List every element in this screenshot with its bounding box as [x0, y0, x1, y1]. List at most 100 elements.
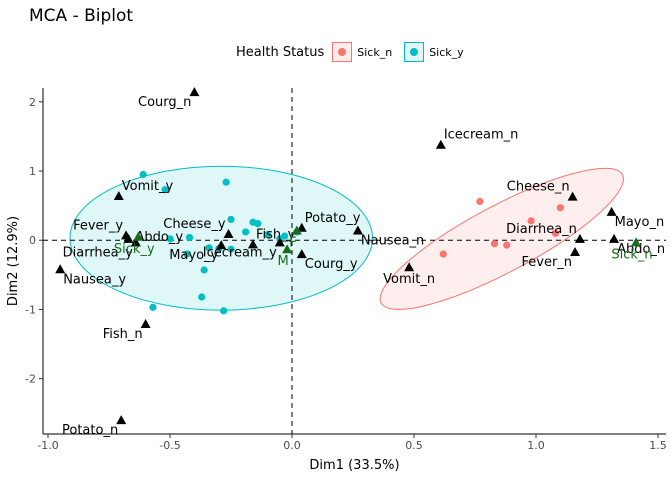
- supplementary-label: Sick_y: [114, 242, 155, 257]
- point-sick-y: [205, 244, 213, 252]
- category-marker: [435, 139, 446, 149]
- category-marker: [296, 222, 307, 232]
- point-sick-y: [149, 303, 157, 311]
- y-axis-label: Dim2 (12.9%): [6, 216, 21, 306]
- point-sick-n: [527, 217, 535, 225]
- supplementary-label: Sick_n: [611, 247, 652, 262]
- category-marker: [223, 229, 234, 239]
- category-label: Vomit_y: [122, 179, 174, 194]
- category-label: Icecream_y: [203, 245, 277, 260]
- category-label: Mayo_y: [169, 248, 218, 263]
- y-tick-label: 0: [29, 234, 36, 247]
- category-label: Nausea_y: [63, 272, 126, 287]
- category-marker: [55, 264, 66, 274]
- point-sick-y: [139, 170, 147, 179]
- point-sick-y: [183, 250, 191, 258]
- y-tick-label: 1: [29, 165, 36, 178]
- category-label: Fever_n: [521, 255, 572, 270]
- point-sick-n: [503, 241, 511, 249]
- category-label: Diarrhea_y: [63, 245, 134, 260]
- point-sick-y: [281, 232, 289, 240]
- legend-title: Health Status: [236, 44, 325, 60]
- point-sick-y: [227, 215, 235, 224]
- category-marker: [570, 247, 581, 257]
- category-marker: [247, 239, 258, 249]
- point-sick-n: [556, 204, 565, 212]
- legend-key-sick-y: [404, 42, 425, 62]
- category-label: Courg_n: [138, 95, 191, 110]
- point-sick-y: [198, 293, 206, 301]
- confidence-ellipse-sick-n: [379, 167, 624, 310]
- category-label: Abdo_y: [136, 230, 184, 245]
- category-label: Fish_n: [103, 327, 143, 342]
- category-label: Diarrhea_n: [506, 222, 577, 237]
- category-marker: [189, 87, 200, 97]
- category-label: Cheese_n: [507, 180, 570, 195]
- category-marker: [113, 190, 124, 200]
- x-tick-label: 0.0: [283, 439, 301, 452]
- point-sick-y: [166, 235, 174, 243]
- point-sick-y: [185, 233, 194, 242]
- x-axis-label: Dim1 (33.5%): [309, 458, 399, 473]
- category-marker: [274, 237, 285, 247]
- supplementary-marker: [631, 237, 642, 247]
- category-label: Vomit_n: [383, 272, 435, 287]
- point-sick-y: [254, 220, 262, 228]
- point-sick-n: [551, 229, 560, 237]
- point-sick-y: [227, 245, 235, 253]
- category-marker: [404, 262, 415, 272]
- y-tick-label: -2: [25, 373, 36, 386]
- x-tick-label: 0.5: [405, 439, 423, 452]
- category-marker: [609, 233, 620, 243]
- category-marker: [567, 191, 578, 201]
- point-sick-y: [220, 307, 228, 315]
- point-sick-n: [476, 197, 484, 206]
- category-label: Icecream_n: [444, 128, 519, 143]
- y-tick-label: 2: [29, 96, 36, 109]
- legend-dot-sick-n: [338, 48, 347, 56]
- category-label: Potato_y: [305, 211, 361, 226]
- point-sick-y: [222, 178, 230, 186]
- y-tick-label: -1: [25, 303, 36, 316]
- category-marker: [216, 240, 227, 250]
- category-marker: [116, 415, 127, 425]
- category-label: Mayo_n: [615, 215, 665, 230]
- x-tick-label: 1.0: [527, 439, 545, 452]
- point-sick-n: [439, 250, 447, 258]
- supplementary-label: F: [289, 236, 296, 251]
- category-label: Fever_y: [73, 218, 123, 233]
- category-label: Abdo_n: [617, 242, 665, 257]
- category-marker: [574, 233, 585, 243]
- supplementary-label: M: [278, 254, 289, 269]
- category-marker: [123, 233, 134, 243]
- chart-title: MCA - Biplot: [29, 6, 134, 26]
- category-marker: [352, 225, 363, 235]
- category-label: Potato_n: [62, 423, 118, 438]
- category-label: Courg_y: [305, 257, 358, 272]
- supplementary-marker: [291, 225, 302, 235]
- supplementary-marker: [282, 244, 293, 254]
- category-label: Nausea_n: [361, 234, 424, 249]
- point-sick-y: [264, 231, 272, 239]
- x-tick-label: 1.5: [649, 439, 667, 452]
- legend: Health Status Sick_n Sick_y: [236, 40, 476, 64]
- category-label: Cheese_y: [163, 217, 226, 232]
- category-marker: [606, 206, 617, 216]
- point-sick-y: [200, 266, 208, 274]
- category-marker: [296, 249, 307, 259]
- x-tick-label: -0.5: [159, 439, 180, 452]
- confidence-ellipse-sick-y: [69, 165, 374, 311]
- category-marker: [130, 237, 141, 247]
- point-sick-y: [242, 228, 250, 236]
- legend-label-sick-n: Sick_n: [357, 45, 393, 59]
- supplementary-marker: [133, 231, 144, 241]
- category-marker: [140, 318, 151, 328]
- legend-key-sick-n: [332, 42, 353, 62]
- legend-dot-sick-y: [410, 48, 419, 56]
- point-sick-y: [161, 186, 169, 194]
- category-label: Fish_y: [256, 227, 296, 242]
- legend-label-sick-y: Sick_y: [429, 45, 464, 59]
- x-tick-label: -1.0: [37, 439, 58, 452]
- point-sick-n: [490, 240, 499, 248]
